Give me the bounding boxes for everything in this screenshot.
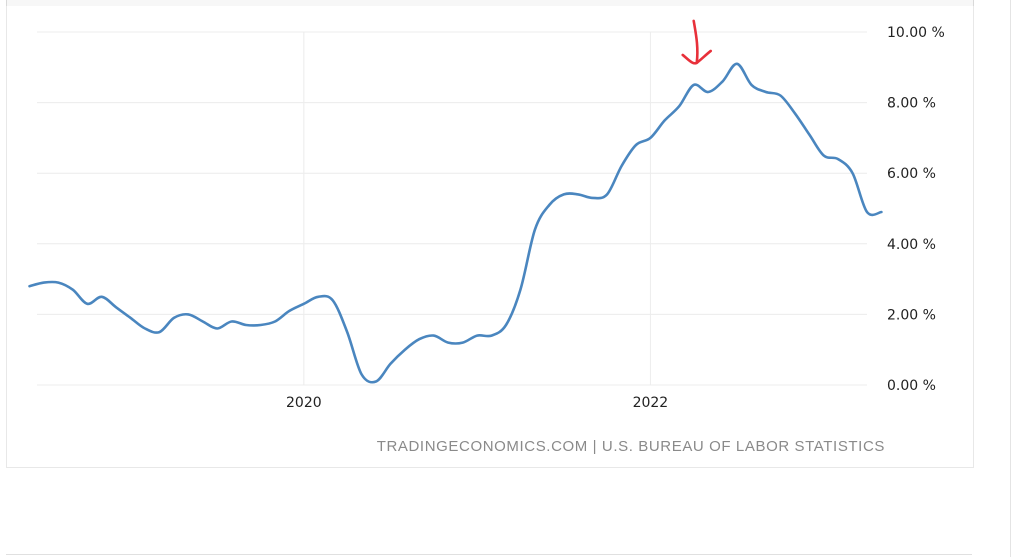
data-point [836, 157, 840, 161]
section-divider [6, 554, 972, 555]
data-point [71, 288, 75, 292]
data-point [648, 136, 652, 140]
data-point [374, 380, 378, 384]
data-point [417, 337, 421, 341]
data-point [692, 83, 696, 87]
data-point [287, 309, 291, 313]
data-point [620, 164, 624, 168]
data-point [533, 228, 537, 232]
data-point [764, 90, 768, 94]
data-point [735, 62, 739, 66]
data-point [244, 323, 248, 327]
data-point [576, 192, 580, 196]
data-point [591, 196, 595, 200]
data-point [677, 104, 681, 108]
data-point [461, 341, 465, 345]
data-point [302, 302, 306, 306]
data-point [879, 210, 883, 214]
data-point [114, 305, 118, 309]
y-tick-label: 4.00 % [887, 237, 936, 253]
data-point [518, 288, 522, 292]
red-arrow-annotation [681, 19, 713, 65]
data-point [446, 341, 450, 345]
data-point [547, 203, 551, 207]
y-tick-label: 8.00 % [887, 96, 936, 112]
data-point [157, 330, 161, 334]
data-point [85, 302, 89, 306]
data-point [605, 192, 609, 196]
data-point [186, 312, 190, 316]
data-point [100, 295, 104, 299]
y-tick-label: 10.00 % [887, 25, 945, 41]
data-point [822, 154, 826, 158]
y-tick-label: 6.00 % [887, 166, 936, 182]
y-tick-label: 0.00 % [887, 378, 936, 394]
data-point [706, 90, 710, 94]
data-point [750, 83, 754, 87]
data-point [28, 284, 32, 288]
data-point [490, 334, 494, 338]
data-point [721, 79, 725, 83]
data-point [865, 210, 869, 214]
data-point [230, 320, 234, 324]
page-divider [1010, 0, 1011, 557]
data-point [143, 327, 147, 331]
data-point [259, 323, 263, 327]
data-point [634, 143, 638, 147]
data-point [42, 281, 46, 285]
data-point [129, 316, 133, 320]
data-point [360, 372, 364, 376]
chart-source-label: TRADINGECONOMICS.COM | U.S. BUREAU OF LA… [376, 438, 885, 455]
data-point [215, 327, 219, 331]
data-point [273, 320, 277, 324]
grid-lines [37, 31, 867, 386]
data-point [562, 192, 566, 196]
series-line [28, 62, 883, 384]
chart-card: 0.00 % 2.00 % 4.00 % 6.00 % 8.00 % 10.00 % 202… [6, 6, 974, 468]
data-point [793, 111, 797, 115]
data-point [345, 330, 349, 334]
data-point [172, 316, 176, 320]
x-tick-label: 2020 [286, 395, 322, 411]
x-tick-label: 2022 [633, 395, 669, 411]
data-point [56, 281, 60, 285]
data-point [316, 295, 320, 299]
y-tick-label: 2.00 % [887, 307, 936, 323]
data-point [778, 94, 782, 98]
data-point [403, 348, 407, 352]
data-point [504, 323, 508, 327]
inflation-line-chart: 0.00 % 2.00 % 4.00 % 6.00 % 8.00 % 10.00 % 202… [28, 19, 945, 411]
data-point [432, 334, 436, 338]
data-point [475, 334, 479, 338]
data-point [331, 298, 335, 302]
data-point [389, 362, 393, 366]
data-point [807, 132, 811, 136]
data-points [28, 62, 884, 384]
axis-ticks: 0.00 % 2.00 % 4.00 % 6.00 % 8.00 % 10.00 % 202… [286, 25, 945, 411]
data-point [663, 118, 667, 122]
data-point [851, 171, 855, 175]
data-point [201, 320, 205, 324]
